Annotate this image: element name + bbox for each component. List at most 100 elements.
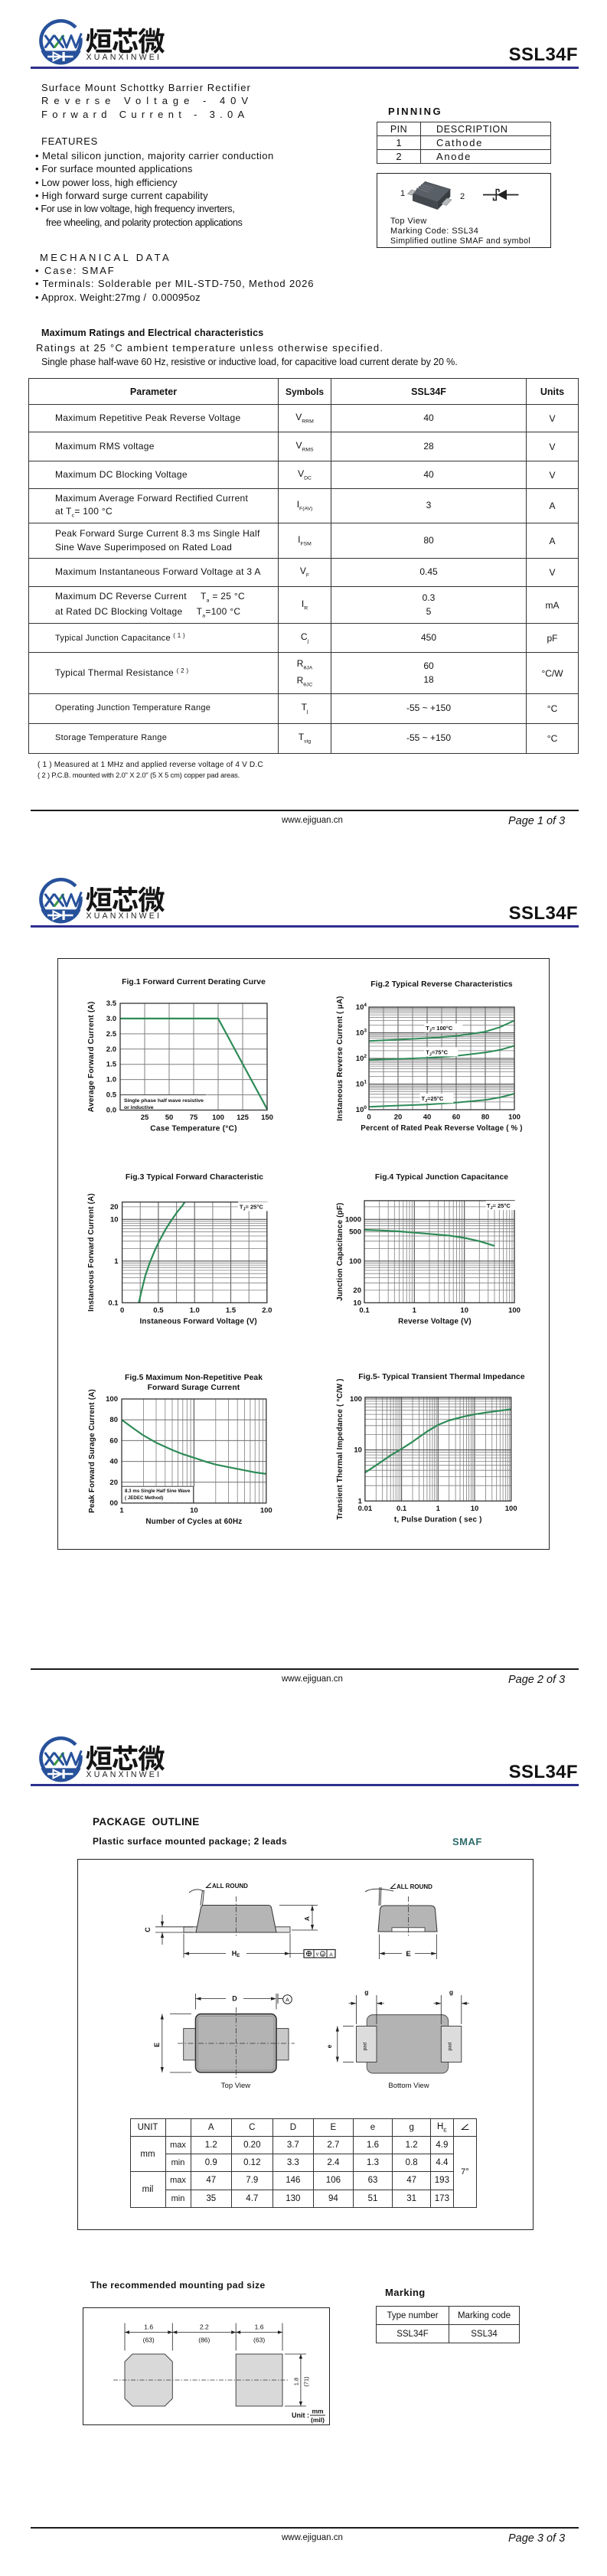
- svg-text:1: 1: [119, 1507, 124, 1515]
- svg-text:Average Forward Current (A): Average Forward Current (A): [87, 1001, 96, 1112]
- svg-text:100: 100: [356, 1105, 367, 1114]
- svg-text:0.01: 0.01: [358, 1505, 373, 1513]
- svg-text:150: 150: [261, 1114, 273, 1122]
- svg-text:1: 1: [413, 1306, 417, 1315]
- svg-text:pad: pad: [363, 2042, 368, 2050]
- svg-text:100: 100: [508, 1306, 521, 1315]
- svg-text:10: 10: [460, 1306, 468, 1315]
- svg-text:25: 25: [141, 1114, 149, 1122]
- svg-text:20: 20: [109, 1479, 118, 1487]
- svg-text:100: 100: [260, 1507, 272, 1515]
- svg-text:00: 00: [109, 1499, 118, 1508]
- svg-text:Instaneous Reverse Current ( μ: Instaneous Reverse Current ( μA): [336, 996, 344, 1120]
- svg-text:TJ= 25°C: TJ= 25°C: [487, 1202, 511, 1211]
- svg-text:500: 500: [349, 1228, 361, 1237]
- svg-text:10: 10: [353, 1299, 361, 1307]
- svg-text:(86): (86): [198, 2336, 210, 2344]
- svg-text:0.1: 0.1: [108, 1299, 119, 1307]
- svg-text:0.0: 0.0: [106, 1107, 116, 1115]
- svg-text:2.5: 2.5: [106, 1030, 117, 1039]
- svg-text:Bottom View: Bottom View: [388, 2082, 429, 2090]
- svg-text:100: 100: [106, 1395, 118, 1404]
- svg-text:0: 0: [367, 1114, 370, 1122]
- svg-text:103: 103: [356, 1029, 367, 1038]
- svg-text:20: 20: [110, 1203, 119, 1211]
- svg-text:80: 80: [481, 1114, 490, 1122]
- svg-text:10: 10: [110, 1215, 119, 1224]
- svg-text:101: 101: [356, 1080, 367, 1089]
- svg-text:(71): (71): [303, 2376, 310, 2387]
- svg-text:10: 10: [354, 1446, 362, 1455]
- svg-text:1.6: 1.6: [144, 2323, 153, 2331]
- svg-text:0.5: 0.5: [106, 1091, 117, 1100]
- svg-text:50: 50: [165, 1114, 174, 1122]
- svg-text:Junction Capacitance (pF): Junction Capacitance (pF): [336, 1202, 344, 1300]
- svg-text:e: e: [325, 2044, 333, 2048]
- svg-text:1.0: 1.0: [190, 1306, 200, 1315]
- svg-text:Unit :: Unit :: [292, 2411, 309, 2419]
- svg-text:100: 100: [350, 1395, 362, 1404]
- svg-text:10: 10: [471, 1505, 479, 1513]
- svg-text:(63): (63): [143, 2336, 155, 2344]
- svg-text:80: 80: [109, 1416, 118, 1424]
- svg-text:125: 125: [237, 1114, 250, 1122]
- svg-text:(mil): (mil): [311, 2416, 325, 2424]
- svg-text:Top View: Top View: [221, 2082, 251, 2090]
- svg-text:Number of Cycles at 60Hz: Number of Cycles at 60Hz: [145, 1518, 242, 1526]
- svg-text:1.5: 1.5: [106, 1061, 117, 1069]
- svg-text:Single phase half wave resisti: Single phase half wave resistive: [124, 1098, 204, 1104]
- svg-text:10: 10: [190, 1507, 198, 1515]
- svg-text:3.0: 3.0: [106, 1015, 116, 1023]
- svg-text:1.0: 1.0: [106, 1076, 116, 1084]
- svg-text:Instaneous Forward Voltage (V): Instaneous Forward Voltage (V): [139, 1317, 256, 1325]
- svg-text:1: 1: [114, 1257, 119, 1266]
- svg-text:(63): (63): [253, 2336, 265, 2344]
- svg-text:60: 60: [109, 1436, 118, 1445]
- svg-text:E: E: [153, 2043, 161, 2047]
- svg-text:ALL ROUND: ALL ROUND: [397, 1883, 432, 1890]
- svg-text:Percent of Rated Peak Reverse: Percent of Rated Peak Reverse Voltage ( …: [361, 1124, 522, 1133]
- svg-text:Reverse Voltage (V): Reverse Voltage (V): [398, 1317, 472, 1325]
- svg-text:60: 60: [452, 1114, 461, 1122]
- svg-text:Case Temperature (°C): Case Temperature (°C): [150, 1125, 237, 1133]
- svg-text:C: C: [144, 1927, 152, 1932]
- svg-text:Peak Forward Surage Current (A: Peak Forward Surage Current (A): [88, 1389, 96, 1513]
- svg-text:pad: pad: [448, 2042, 453, 2050]
- svg-text:1.8: 1.8: [293, 2378, 300, 2385]
- svg-text:0: 0: [120, 1306, 124, 1315]
- svg-text:1.5: 1.5: [226, 1306, 237, 1315]
- svg-text:100: 100: [349, 1257, 361, 1266]
- svg-text:( JEDEC Method): ( JEDEC Method): [125, 1495, 163, 1501]
- svg-text:3.5: 3.5: [106, 999, 117, 1008]
- svg-text:Transient Thermal Impedance (: Transient Thermal Impedance ( °C/W ): [336, 1378, 344, 1520]
- svg-text:mm: mm: [312, 2408, 324, 2415]
- svg-text:20: 20: [394, 1114, 403, 1122]
- svg-text:40: 40: [423, 1114, 432, 1122]
- svg-text:TJ=75°C: TJ=75°C: [426, 1048, 448, 1057]
- svg-text:2.0: 2.0: [262, 1306, 272, 1315]
- svg-text:HE: HE: [232, 1950, 240, 1959]
- svg-text:8.3 ms Single Half Sine Wave: 8.3 ms Single Half Sine Wave: [125, 1489, 191, 1494]
- svg-text:A: A: [329, 1952, 333, 1958]
- svg-text:100: 100: [505, 1505, 517, 1513]
- svg-text:20: 20: [353, 1286, 361, 1295]
- svg-text:g: g: [449, 1988, 453, 1996]
- svg-text:0.1: 0.1: [359, 1306, 370, 1315]
- svg-text:0.5: 0.5: [153, 1306, 164, 1315]
- svg-text:TJ= 100°C: TJ= 100°C: [426, 1025, 453, 1033]
- svg-text:v: v: [316, 1952, 319, 1958]
- svg-text:102: 102: [356, 1054, 367, 1063]
- svg-text:A: A: [286, 1998, 289, 2004]
- svg-text:A: A: [303, 1916, 311, 1921]
- svg-text:100: 100: [212, 1114, 224, 1122]
- svg-text:75: 75: [190, 1114, 198, 1122]
- svg-text:1: 1: [358, 1497, 363, 1505]
- svg-text:Instaneous Forward Current (A: Instaneous Forward Current (A): [87, 1193, 96, 1312]
- svg-text:0.1: 0.1: [397, 1505, 407, 1513]
- svg-text:2.2: 2.2: [200, 2323, 209, 2331]
- svg-text:TJ=25°C: TJ=25°C: [422, 1095, 444, 1104]
- svg-text:E: E: [406, 1950, 410, 1958]
- svg-text:1000: 1000: [345, 1215, 361, 1224]
- svg-text:1.6: 1.6: [255, 2323, 264, 2331]
- svg-text:or inductive: or inductive: [124, 1105, 154, 1110]
